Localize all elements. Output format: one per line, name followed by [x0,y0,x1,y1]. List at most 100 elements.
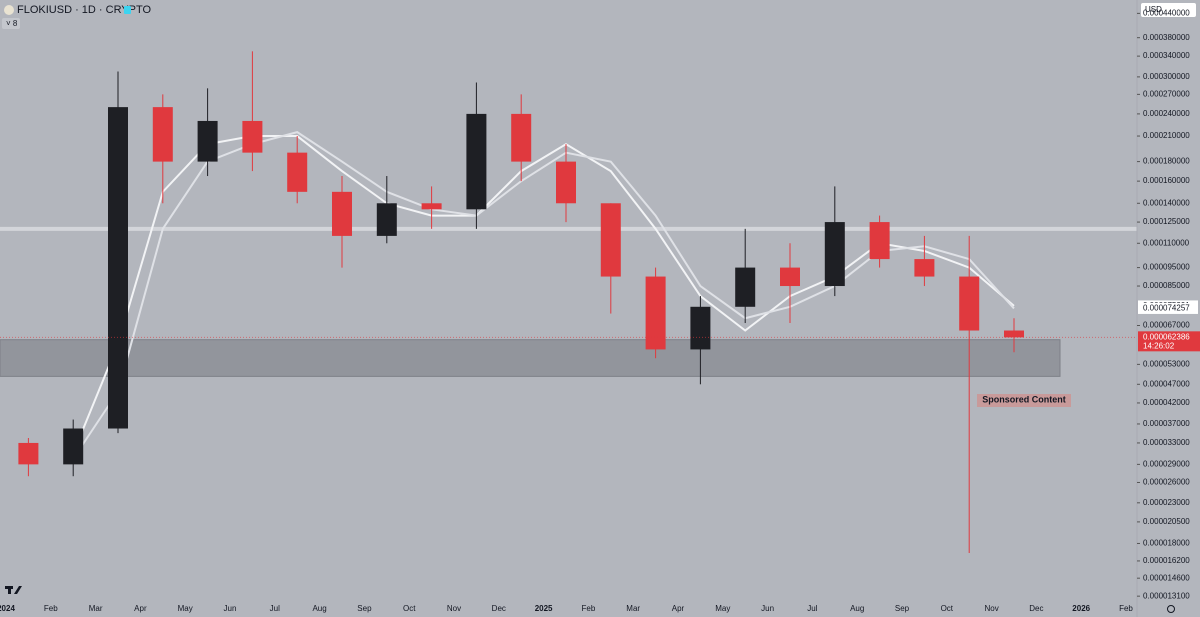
x-tick-label: Apr [134,604,147,613]
y-tick-label: 0.000210000 [1143,131,1190,140]
y-tick-label: 0.000240000 [1143,109,1190,118]
x-tick-label: Sep [895,604,910,613]
x-tick-label: Jul [807,604,817,613]
x-tick-label: Dec [492,604,506,613]
candle-body [556,161,576,204]
x-tick-label: Feb [44,604,58,613]
x-tick-label: 2025 [535,604,553,613]
candle-body [332,191,352,236]
y-tick-label: 0.000047000 [1143,379,1190,388]
last-price-label: 0.000062386 [1143,332,1190,341]
candle-body [600,203,621,277]
x-tick-label: Aug [850,604,864,613]
y-tick-label: 0.000037000 [1143,419,1190,428]
x-tick-label: Jul [270,604,280,613]
settings-icon[interactable] [1167,605,1175,613]
candle-body [869,222,890,260]
status-dot [124,6,131,14]
x-tick-label: Mar [89,604,103,613]
candle-body [959,276,980,331]
candle-body [1004,330,1024,338]
x-tick-label: Nov [984,604,998,613]
y-tick-label: 0.000013100 [1143,591,1190,600]
last-price-tag [1138,331,1200,352]
y-tick-label: 0.000340000 [1143,51,1190,60]
x-tick-label: Oct [941,604,954,613]
moving-average [72,135,1015,454]
candle-body [824,222,845,287]
y-tick-label: 0.000125000 [1143,217,1190,226]
currency-box[interactable] [1141,3,1196,17]
x-tick-label: Nov [447,604,461,613]
candle-body [780,267,800,287]
x-tick-label: 2026 [1072,604,1090,613]
candle-body [690,306,711,350]
countdown: 14:26:02 [1143,341,1175,350]
y-tick-label: 0.000300000 [1143,72,1190,81]
candle-body [18,442,39,465]
y-tick-label: 0.000033000 [1143,438,1190,447]
x-tick-label: Jun [761,604,774,613]
x-tick-label: Aug [312,604,326,613]
candle-body [511,113,532,162]
candle-body [242,120,263,153]
y-tick-label: 0.000026000 [1143,478,1190,487]
y-tick-label: 0.000180000 [1143,157,1190,166]
indicator-count: ˅ 8 [6,19,18,28]
moving-average [72,131,1015,460]
candle-body [735,267,756,307]
y-tick-label: 0.000029000 [1143,459,1190,468]
ma-price-tag [1138,302,1198,314]
candle-body [287,152,308,192]
candle-body [152,107,173,162]
ma-price-label: 0.000074257 [1143,304,1190,313]
indicator-toggle[interactable] [2,18,20,29]
x-tick-label: Dec [1029,604,1043,613]
x-tick-label: May [178,604,193,613]
y-tick-label: 0.000020500 [1143,517,1190,526]
y-tick-label: 0.000042000 [1143,398,1190,407]
annotation: Sponsored Content [982,394,1066,404]
x-tick-label: Feb [582,604,596,613]
y-tick-label: 0.000067000 [1143,321,1190,330]
annotation-box [977,394,1071,407]
y-tick-label: 0.000053000 [1143,359,1190,368]
logo-part [14,586,22,594]
support-zone [0,339,1061,377]
x-tick-label: Jun [224,604,237,613]
candle-body [63,428,84,465]
logo-part [8,586,11,594]
y-tick-label: 0.000085000 [1143,281,1190,290]
y-tick-label: 0.000380000 [1143,33,1190,42]
x-tick-label: Feb [1119,604,1133,613]
symbol-icon [4,5,14,15]
y-tick-label: 0.000016200 [1143,556,1190,565]
candle-body [421,203,442,210]
y-tick-label: 0.000110000 [1143,238,1190,247]
y-tick-label: 0.000014600 [1143,573,1190,582]
tv-logo [5,586,22,594]
x-tick-label: Sep [357,604,372,613]
chart-title: FLOKIUSD · 1D · CRYPTO [17,4,152,16]
candle-body [197,120,218,162]
y-tick-label: 0.000018000 [1143,539,1190,548]
candle-body [376,203,397,236]
currency: USD [1145,5,1162,14]
x-tick-label: Apr [672,604,685,613]
y-tick-label: 0.000023000 [1143,498,1190,507]
y-tick-label: 0.000160000 [1143,176,1190,185]
y-tick-label: 0.000270000 [1143,89,1190,98]
y-tick-label: 0.000140000 [1143,198,1190,207]
x-tick-label: May [715,604,730,613]
x-tick-label: Oct [403,604,416,613]
y-tick-label: 0.000440000 [1143,8,1190,17]
candle-body [645,276,666,350]
x-tick-label: 2024 [0,604,15,613]
candle-body [914,259,935,277]
candle-body [466,113,487,210]
y-tick-label: 0.000095000 [1143,263,1190,272]
candle-body [108,107,128,429]
